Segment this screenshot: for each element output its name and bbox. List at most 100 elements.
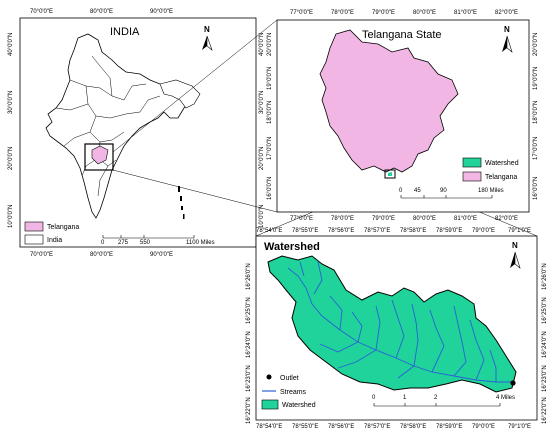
telangana-top-coord: 82°0'0"E: [495, 10, 518, 16]
india-bottom-coord: 80°0'0"E: [90, 252, 113, 258]
watershed-title: Watershed: [264, 241, 320, 253]
svg-text:0: 0: [101, 240, 105, 246]
telangana-left-coord: 18°0'0"N: [267, 101, 273, 124]
india-bottom-coord: 70°0'0"E: [30, 252, 53, 258]
telangana-top-coord: 77°0'0"E: [290, 10, 313, 16]
india-right-coord: 10°0'0"N: [259, 205, 265, 228]
svg-text:N: N: [204, 25, 210, 34]
telangana-watershed-location: [388, 172, 392, 176]
svg-text:550: 550: [140, 240, 151, 246]
watershed-streams: [287, 261, 512, 383]
svg-text:45: 45: [414, 188, 421, 194]
watershed-top-coord: 79°1'0"E: [508, 228, 531, 234]
telangana-bottom-coord: 78°0'0"E: [331, 216, 354, 222]
watershed-top-coord: 78°55'0"E: [292, 228, 318, 234]
india-left-coord: 40°0'0"N: [8, 33, 14, 56]
telangana-bottom-coord: 82°0'0"E: [495, 216, 518, 222]
telangana-top-coord: 79°0'0"E: [372, 10, 395, 16]
india-top-coord: 80°0'0"E: [90, 9, 113, 15]
watershed-right-coord: 16°24'0"N: [542, 331, 548, 358]
svg-text:180 Miles: 180 Miles: [478, 188, 504, 194]
india-left-coord: 10°0'0"N: [8, 205, 14, 228]
svg-text:1: 1: [403, 395, 407, 401]
telangana-bottom-coord: 80°0'0"E: [413, 216, 436, 222]
watershed-boundary: [267, 255, 517, 393]
india-panel: INDIA N 70°0'0"E 80°0'0"E 90°0'0"E 70°0'…: [8, 9, 265, 258]
india-right-coord: 20°0'0"N: [259, 147, 265, 170]
watershed-top-coord: 78°56'0"E: [328, 228, 354, 234]
telangana-bottom-coord: 81°0'0"E: [454, 216, 477, 222]
india-left-coord: 30°0'0"N: [8, 91, 14, 114]
svg-text:0: 0: [372, 395, 376, 401]
telangana-state-shape: [319, 29, 459, 173]
watershed-panel: Watershed N 78°54'0"E 78°55'0"E: [246, 228, 548, 430]
svg-text:275: 275: [118, 240, 129, 246]
svg-text:Watershed: Watershed: [282, 402, 316, 409]
india-top-coord: 90°0'0"E: [150, 9, 173, 15]
watershed-bottom-coord: 78°57'0"E: [364, 424, 390, 430]
india-northeast: [159, 79, 201, 109]
telangana-left-coord: 17°0'0"N: [267, 137, 273, 160]
telangana-top-coord: 81°0'0"E: [454, 10, 477, 16]
watershed-top-coord: 79°0'0"E: [472, 228, 495, 234]
watershed-left-coord: 16°24'0"N: [246, 331, 252, 358]
telangana-right-coord: 17°0'0"N: [533, 137, 539, 160]
svg-text:Telangana: Telangana: [485, 174, 517, 181]
india-islands: [178, 186, 185, 219]
watershed-bottom-coord: 79°1'0"E: [508, 424, 531, 430]
watershed-bottom-coord: 78°54'0"E: [256, 424, 282, 430]
watershed-bottom-coord: 79°0'0"E: [472, 424, 495, 430]
telangana-left-coord: 16°0'0"N: [267, 177, 273, 200]
svg-text:4 Miles: 4 Miles: [496, 395, 515, 401]
india-north-arrow: N: [202, 25, 213, 51]
watershed-north-arrow: N: [510, 241, 521, 269]
watershed-top-coord: 78°54'0"E: [256, 228, 282, 234]
watershed-left-coord: 16°25'0"N: [246, 297, 252, 324]
india-inset-box: [84, 143, 114, 171]
svg-text:0: 0: [399, 188, 403, 194]
india-outline: [45, 33, 191, 219]
watershed-bottom-coord: 78°55'0"E: [292, 424, 318, 430]
watershed-bottom-coord: 78°58'0"E: [400, 424, 426, 430]
india-top-coord: 70°0'0"E: [30, 9, 53, 15]
watershed-right-coord: 16°22'0"N: [542, 397, 548, 424]
telangana-inset-box: [384, 169, 396, 179]
india-state-borders: [55, 55, 161, 197]
watershed-outlet: [510, 380, 516, 386]
watershed-scale-bar: 0 1 2 4 Miles: [372, 395, 515, 407]
telangana-right-coord: 18°0'0"N: [533, 101, 539, 124]
telangana-right-coord: 20°0'0"N: [533, 33, 539, 56]
watershed-top-coord: 78°58'0"E: [400, 228, 426, 234]
telangana-left-coord: 20°0'0"N: [267, 33, 273, 56]
svg-text:Outlet: Outlet: [280, 375, 299, 382]
india-telangana: [91, 145, 109, 165]
india-right-coord: 40°0'0"N: [259, 33, 265, 56]
india-left-coord: 20°0'0"N: [8, 147, 14, 170]
telangana-top-coord: 80°0'0"E: [413, 10, 436, 16]
svg-text:N: N: [512, 241, 518, 250]
svg-text:N: N: [504, 25, 510, 34]
watershed-right-coord: 16°23'0"N: [542, 365, 548, 392]
svg-text:Watershed: Watershed: [485, 160, 519, 167]
telangana-north-arrow: N: [502, 25, 513, 53]
telangana-bottom-coord: 79°0'0"E: [372, 216, 395, 222]
watershed-left-coord: 16°26'0"N: [246, 263, 252, 290]
india-title: INDIA: [110, 26, 140, 38]
watershed-top-coord: 78°57'0"E: [364, 228, 390, 234]
watershed-left-coord: 16°23'0"N: [246, 365, 252, 392]
telangana-right-coord: 19°0'0"N: [533, 67, 539, 90]
watershed-right-coord: 16°25'0"N: [542, 297, 548, 324]
watershed-bottom-coord: 78°59'0"E: [436, 424, 462, 430]
svg-text:90: 90: [440, 188, 447, 194]
telangana-bottom-coord: 77°0'0"E: [290, 216, 313, 222]
telangana-top-coord: 78°0'0"E: [331, 10, 354, 16]
india-legend: Telangana India: [24, 221, 79, 245]
watershed-right-coord: 16°26'0"N: [542, 263, 548, 290]
svg-text:1100 Miles: 1100 Miles: [186, 240, 215, 246]
svg-text:India: India: [47, 237, 62, 244]
watershed-left-coord: 16°22'0"N: [246, 397, 252, 424]
telangana-right-coord: 16°0'0"N: [533, 177, 539, 200]
svg-text:Streams: Streams: [280, 389, 307, 396]
telangana-scale-bar: 0 45 90 180 Miles: [399, 188, 504, 199]
